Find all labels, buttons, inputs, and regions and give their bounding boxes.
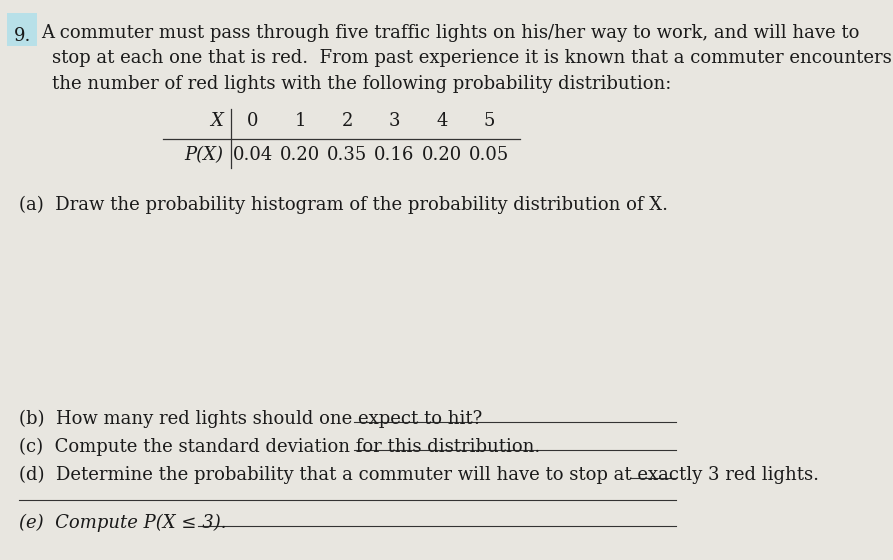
Text: P(X): P(X) [184, 146, 223, 164]
Text: 0.35: 0.35 [327, 146, 368, 164]
Text: A commuter must pass through five traffic lights on his/her way to work, and wil: A commuter must pass through five traffi… [42, 24, 860, 41]
Text: (e)  Compute P(X ≤ 3).: (e) Compute P(X ≤ 3). [20, 514, 227, 533]
Text: 4: 4 [436, 112, 447, 130]
Text: 0: 0 [247, 112, 259, 130]
Text: (b)  How many red lights should one expect to hit?: (b) How many red lights should one expec… [20, 410, 482, 428]
Text: (c)  Compute the standard deviation for this distribution.: (c) Compute the standard deviation for t… [20, 438, 540, 456]
Text: 2: 2 [342, 112, 353, 130]
Text: (a)  Draw the probability histogram of the probability distribution of X.: (a) Draw the probability histogram of th… [20, 196, 669, 214]
Text: 1: 1 [295, 112, 306, 130]
Text: 0.04: 0.04 [233, 146, 273, 164]
Text: 0.20: 0.20 [421, 146, 462, 164]
Text: 9.: 9. [13, 27, 31, 45]
Text: the number of red lights with the following probability distribution:: the number of red lights with the follow… [52, 75, 672, 93]
Text: 0.20: 0.20 [280, 146, 321, 164]
Text: X: X [211, 112, 223, 130]
Text: (d)  Determine the probability that a commuter will have to stop at exactly 3 re: (d) Determine the probability that a com… [20, 466, 820, 484]
Text: stop at each one that is red.  From past experience it is known that a commuter : stop at each one that is red. From past … [52, 49, 892, 67]
Text: 5: 5 [483, 112, 495, 130]
Text: 0.05: 0.05 [469, 146, 509, 164]
Text: 0.16: 0.16 [374, 146, 414, 164]
Text: 3: 3 [388, 112, 400, 130]
FancyBboxPatch shape [7, 13, 38, 46]
